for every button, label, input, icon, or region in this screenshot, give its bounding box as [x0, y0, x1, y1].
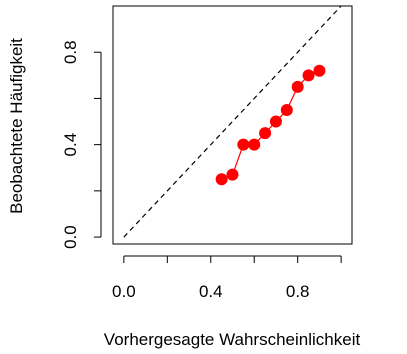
x-axis: 0.0 0.4 0.8	[112, 255, 342, 301]
y-tick-label: 0.4	[61, 133, 80, 157]
data-point	[215, 173, 228, 186]
y-tick-label: 0.8	[61, 40, 80, 64]
x-axis-title: Vorhergesagte Wahrscheinlichkeit	[104, 330, 361, 349]
y-tick-label: 0.0	[61, 225, 80, 249]
data-point	[259, 127, 272, 140]
plot-area	[123, 5, 342, 238]
series-connector-line	[221, 70, 320, 180]
x-tick-label: 0.4	[199, 282, 223, 301]
data-point	[269, 115, 282, 128]
plot-frame	[112, 5, 353, 245]
data-point	[237, 138, 250, 151]
data-point	[302, 69, 315, 82]
data-point	[226, 168, 239, 181]
data-point	[313, 64, 326, 77]
data-point	[280, 103, 293, 116]
reference-diagonal-line	[123, 5, 342, 238]
data-point	[248, 138, 261, 151]
x-tick-label: 0.8	[286, 282, 310, 301]
y-axis-title: Beobachtete Häufigkeit	[7, 38, 26, 214]
x-tick-label: 0.0	[112, 282, 136, 301]
data-point	[291, 80, 304, 93]
y-axis: 0.0 0.4 0.8	[61, 40, 102, 249]
